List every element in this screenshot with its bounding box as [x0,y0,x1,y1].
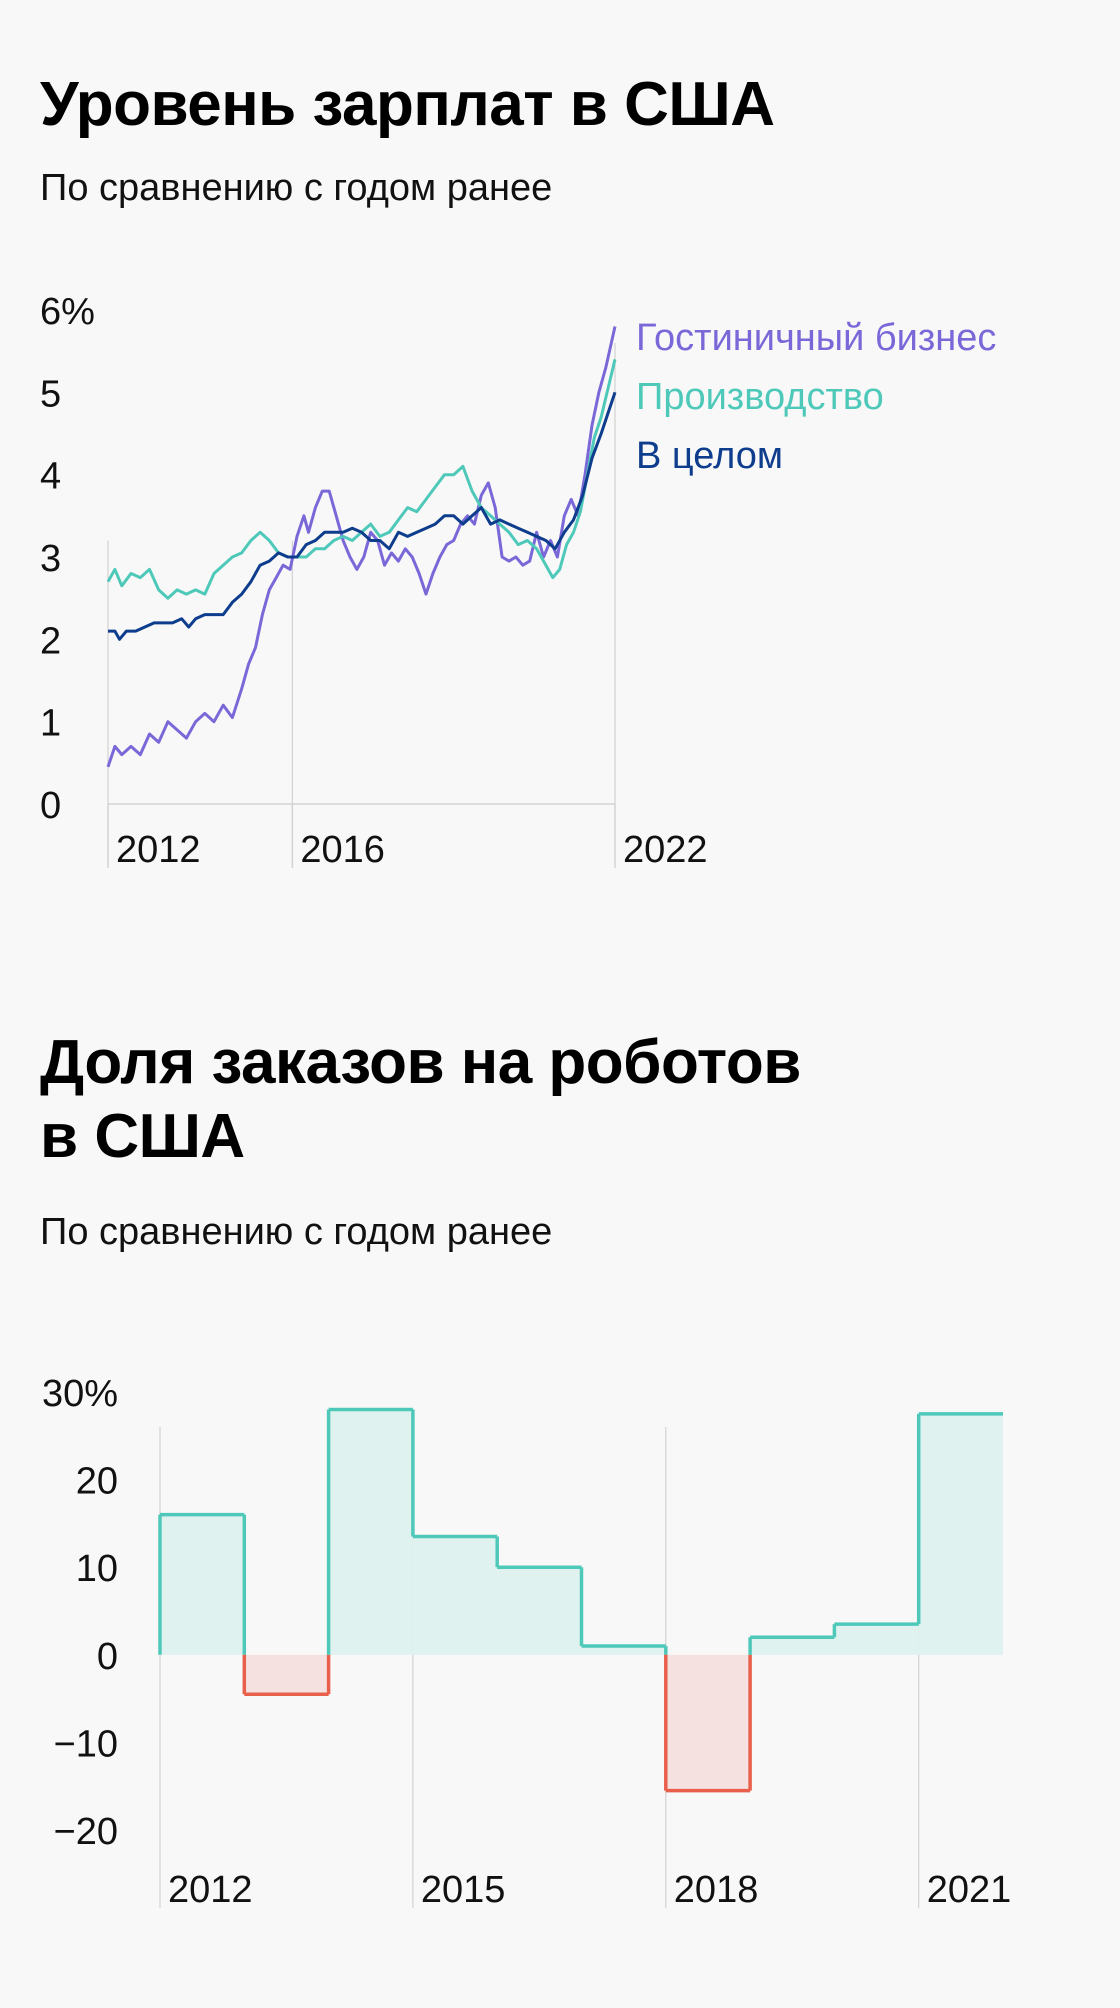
robots-title: Доля заказов на роботов в США [40,1026,801,1174]
wage-y-tick-label: 5 [40,373,61,415]
robot-bar-2012 [160,1514,245,1655]
robot-y-tick-label: −10 [54,1723,118,1765]
series-line-в-целом [108,391,617,641]
legend-label-производство: Производство [636,376,884,418]
wages-subtitle: По сравнению с годом ранее [40,167,553,209]
robot-y-tick-label: 20 [76,1461,118,1503]
wage-line-chart: 2012 2016 2022 0 1 2 3 4 5 6% Гостиничный бизнес Пр… [40,291,996,871]
wage-y-tick-label: 0 [40,785,61,827]
robot-y-tick-label: 0 [97,1636,118,1678]
wage-x-tick-label: 2016 [300,829,385,871]
robot-bar-2021 [918,1413,1003,1655]
robot-bar-2015 [412,1536,498,1655]
robots-title-line1: Доля заказов на роботов [40,1028,801,1097]
robot-x-tick-label: 2021 [927,1869,1012,1911]
robot-y-tick-label: 10 [76,1548,118,1590]
robot-x-tick-label: 2012 [168,1869,253,1911]
robot-x-tick-label: 2018 [674,1869,759,1911]
wage-y-tick-label: 4 [40,456,61,498]
robot-bar-2013 [244,1654,329,1695]
robot-bar-2019 [750,1637,835,1655]
robot-bar-2020 [834,1624,919,1655]
robots-title-line2: в США [40,1102,245,1171]
robot-y-tick-label: 30% [42,1373,118,1415]
wage-y-tick-label: 6% [40,291,95,333]
robot-bar-2017 [581,1646,666,1655]
robot-orders-chart: 2012 2015 2018 2021 −20 −10 0 10 20 30% [42,1373,1012,1911]
robot-bar-2018 [665,1654,751,1791]
wage-y-tick-label: 1 [40,703,61,745]
robots-subtitle: По сравнению с годом ранее [40,1211,553,1253]
robot-y-tick-label: −20 [54,1811,118,1853]
wages-title: Уровень зарплат в США [40,70,775,139]
series-line-гостиничный-бизнес [106,326,617,768]
wage-x-tick-label: 2012 [116,829,201,871]
legend-label-гостиничный-бизнес: Гостиничный бизнес [636,317,996,359]
wage-y-tick-label: 3 [40,538,61,580]
robot-bar-2014 [328,1409,413,1655]
robot-bar-2016 [497,1567,582,1655]
legend-label-в-целом: В целом [636,435,783,477]
wage-y-tick-label: 2 [40,620,61,662]
robot-x-tick-label: 2015 [421,1869,506,1911]
wage-x-tick-label: 2022 [623,829,708,871]
series-line-производство [106,359,617,600]
